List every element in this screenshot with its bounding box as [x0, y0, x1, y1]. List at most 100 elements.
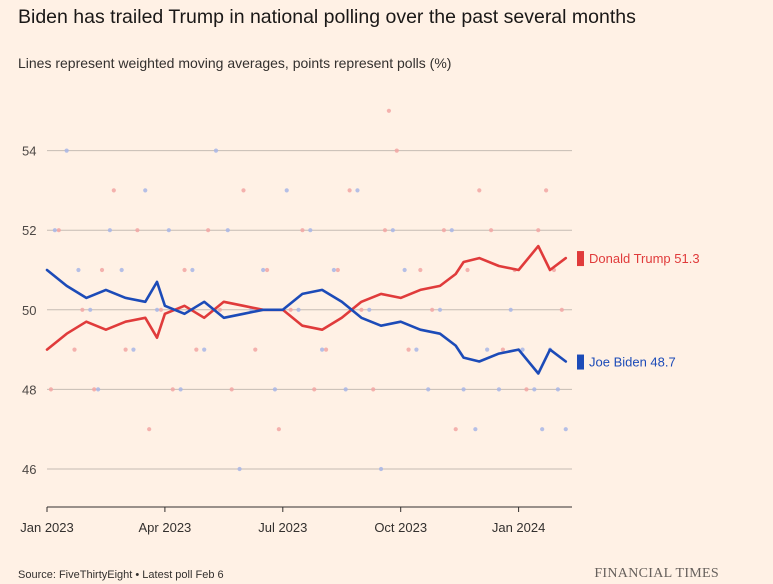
poll-point	[343, 387, 348, 392]
poll-point	[485, 347, 490, 352]
y-tick-label-48: 48	[22, 382, 36, 397]
poll-point	[355, 188, 360, 193]
poll-point	[402, 267, 407, 273]
x-tick-label-4: Jan 2024	[492, 520, 546, 535]
poll-point	[323, 347, 329, 352]
poll-point	[559, 307, 564, 312]
poll-point	[382, 228, 388, 233]
poll-point	[555, 387, 561, 392]
x-tick-label-2: Jul 2023	[258, 520, 307, 535]
poll-point	[147, 427, 152, 432]
poll-point	[284, 188, 289, 193]
poll-point	[99, 267, 105, 273]
poll-point	[52, 228, 57, 233]
poll-point	[394, 148, 399, 153]
poll-point	[241, 188, 246, 193]
grid-lines	[47, 150, 572, 470]
poll-point	[64, 148, 69, 153]
poll-point	[441, 228, 447, 233]
poll-point	[202, 347, 207, 352]
source-note: Source: FiveThirtyEight • Latest poll Fe…	[18, 569, 224, 581]
poll-point	[111, 188, 116, 193]
poll-point	[540, 427, 545, 432]
poll-point	[296, 307, 301, 312]
poll-point	[312, 387, 317, 392]
poll-point	[194, 347, 199, 352]
poll-point	[508, 307, 513, 312]
chart-subtitle: Lines represent weighted moving averages…	[18, 55, 452, 71]
poll-point	[449, 228, 454, 233]
poll-point	[72, 347, 77, 352]
poll-point	[143, 188, 148, 193]
x-tick-label-3: Oct 2023	[374, 520, 427, 535]
poll-point	[430, 307, 435, 312]
poll-point	[414, 347, 419, 352]
poll-point	[131, 347, 136, 352]
chart-title: Biden has trailed Trump in national poll…	[18, 6, 636, 28]
poll-point	[453, 427, 458, 432]
y-tick-label-52: 52	[22, 223, 36, 238]
poll-point	[390, 228, 395, 233]
poll-point	[288, 307, 293, 312]
polling-chart: 46 48 50 52 54 Jan 2023 Apr 2023 Jul 2023 Oct 2…	[20, 108, 700, 535]
trump-end-label: Donald Trump 51.3	[589, 251, 700, 266]
poll-point	[56, 228, 61, 233]
poll-point	[206, 228, 211, 233]
poll-point	[272, 387, 278, 392]
poll-point	[544, 188, 549, 193]
x-tick-label-0: Jan 2023	[20, 520, 74, 535]
poll-point	[217, 307, 223, 312]
trump-legend-swatch	[577, 251, 584, 267]
poll-point	[119, 267, 124, 273]
poll-point	[488, 228, 494, 233]
poll-point	[95, 387, 101, 392]
poll-point	[178, 387, 183, 392]
poll-point	[359, 307, 364, 312]
poll-point	[190, 267, 195, 273]
poll-point	[213, 148, 219, 153]
poll-point	[473, 427, 478, 432]
poll-point	[88, 307, 93, 312]
poll-point	[264, 267, 270, 273]
poll-point	[536, 228, 541, 233]
poll-point	[500, 347, 505, 352]
poll-point	[406, 347, 411, 352]
poll-point	[371, 387, 376, 392]
poll-point	[182, 267, 187, 273]
poll-point	[158, 307, 164, 312]
y-tick-label-50: 50	[22, 303, 36, 318]
poll-point	[80, 307, 85, 312]
poll-point	[465, 267, 470, 273]
poll-point	[477, 188, 482, 193]
ft-logo: FINANCIAL TIMES	[594, 566, 719, 581]
poll-point	[386, 108, 392, 113]
poll-point	[261, 267, 266, 273]
poll-point	[76, 267, 81, 273]
poll-point	[253, 347, 258, 352]
poll-point	[426, 387, 431, 392]
poll-point	[48, 387, 54, 392]
poll-point	[378, 466, 384, 472]
poll-point	[320, 347, 325, 352]
biden-legend-swatch	[577, 354, 584, 370]
biden-end-label: Joe Biden 48.7	[589, 355, 676, 370]
poll-point	[276, 427, 281, 432]
poll-point	[331, 267, 336, 273]
x-axis: Jan 2023 Apr 2023 Jul 2023 Oct 2023 Jan 2024	[20, 506, 572, 535]
poll-point	[461, 387, 466, 392]
poll-point	[92, 387, 97, 392]
poll-point	[524, 387, 529, 392]
poll-point	[135, 228, 140, 233]
x-tick-label-1: Apr 2023	[139, 520, 192, 535]
poll-point	[166, 228, 171, 233]
poll-point	[335, 267, 340, 273]
poll-point	[107, 228, 112, 233]
poll-point	[225, 228, 230, 233]
poll-point	[496, 387, 502, 392]
poll-point	[237, 466, 242, 472]
trump-average-line	[45, 244, 568, 351]
y-axis-ticks: 46 48 50 52 54	[22, 144, 36, 477]
y-tick-label-54: 54	[22, 144, 36, 159]
poll-point	[532, 387, 537, 392]
poll-point	[123, 347, 128, 352]
